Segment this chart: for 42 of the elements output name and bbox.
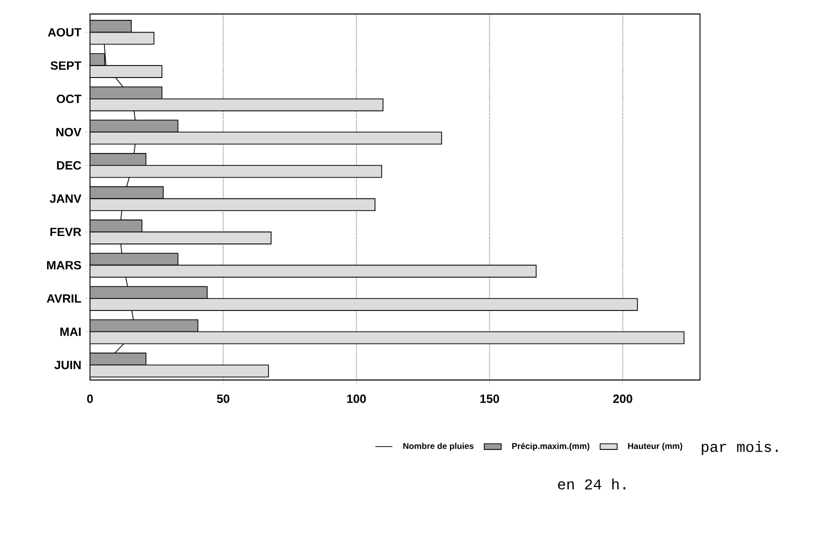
bar: [90, 86, 162, 100]
y-tick-label: OCT: [56, 94, 82, 104]
y-tick-label: MARS: [47, 260, 81, 270]
bar: [90, 264, 537, 278]
x-tick-label: 200: [613, 394, 632, 403]
x-tick-label: 0: [87, 394, 93, 403]
y-tick-label: FEVR: [50, 228, 82, 236]
legend-label: Hauteur (mm): [628, 442, 682, 451]
y-tick-label: SEPT: [50, 61, 82, 70]
bar: [90, 164, 382, 178]
bar: [90, 198, 376, 212]
bar: [90, 352, 146, 366]
text: par mois.: [702, 441, 778, 455]
bar: [90, 298, 638, 311]
y-tick-label: JANV: [50, 194, 82, 203]
bar: [90, 319, 198, 332]
bar: [90, 186, 164, 200]
bar: [90, 65, 162, 78]
bar: [90, 286, 208, 299]
bar: [90, 232, 272, 244]
y-tick-label: AVRIL: [46, 294, 82, 303]
y-tick-label: DEC: [57, 161, 82, 170]
x-tick-label: 100: [347, 394, 366, 403]
bar: [90, 98, 384, 112]
bar: [90, 120, 178, 133]
bar: [90, 153, 146, 166]
legend-label: Précip.maxim.(mm): [512, 442, 590, 451]
y-tick-label: MAI: [60, 328, 81, 336]
bar: [90, 220, 142, 232]
bar: [90, 331, 684, 344]
bar: [90, 364, 269, 378]
x-tick-label: 50: [216, 394, 230, 403]
bar: [90, 132, 442, 144]
bar: [90, 252, 178, 266]
y-tick-label: AOUT: [48, 28, 82, 37]
bar: [90, 20, 132, 33]
y-tick-label: JUIN: [54, 360, 81, 370]
text: en 24 h.: [558, 478, 626, 490]
y-tick-label: NOV: [56, 128, 82, 136]
legend-label: Nombre de pluies: [403, 442, 474, 451]
x-tick-label: 150: [480, 394, 500, 403]
bar: [90, 32, 154, 45]
